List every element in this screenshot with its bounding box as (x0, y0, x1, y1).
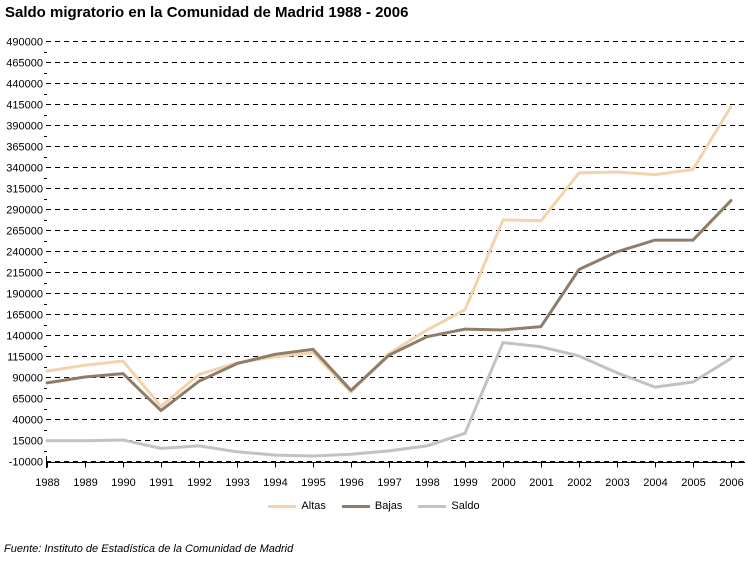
svg-text:315000: 315000 (6, 184, 43, 196)
gridlines (46, 41, 745, 462)
svg-text:1995: 1995 (301, 477, 325, 489)
svg-text:290000: 290000 (6, 205, 43, 217)
saldo-line (45, 341, 733, 458)
svg-text:2001: 2001 (529, 477, 553, 489)
svg-text:265000: 265000 (6, 226, 43, 238)
svg-text:490000: 490000 (6, 37, 43, 49)
svg-text:40000: 40000 (12, 415, 43, 427)
x-axis (46, 456, 745, 468)
svg-text:390000: 390000 (6, 121, 43, 133)
source-note: Fuente: Instituto de Estadística de la C… (4, 543, 294, 555)
chart-title: Saldo migratorio en la Comunidad de Madr… (5, 4, 409, 21)
altas-line (45, 105, 733, 408)
svg-text:2005: 2005 (681, 477, 705, 489)
svg-text:140000: 140000 (6, 331, 43, 343)
svg-text:-10000: -10000 (9, 457, 43, 469)
svg-text:1989: 1989 (73, 477, 97, 489)
svg-text:1992: 1992 (187, 477, 211, 489)
altas-line-swatch (268, 504, 297, 508)
legend-item-bajas: Bajas (341, 500, 403, 512)
svg-text:440000: 440000 (6, 79, 43, 91)
svg-text:1996: 1996 (339, 477, 363, 489)
svg-text:190000: 190000 (6, 289, 43, 301)
altas-legend-label: Altas (301, 500, 326, 512)
chart-canvas: 490000 465000 440000 415000 390000 365000 3400… (6, 37, 745, 489)
svg-text:340000: 340000 (6, 163, 43, 175)
legend-item-altas: Altas (268, 500, 326, 512)
svg-text:215000: 215000 (6, 268, 43, 280)
y-axis-labels: 490000 465000 440000 415000 390000 365000 3400… (6, 37, 43, 469)
svg-text:1990: 1990 (111, 477, 135, 489)
svg-text:65000: 65000 (12, 394, 43, 406)
svg-text:2004: 2004 (643, 477, 667, 489)
svg-text:1994: 1994 (263, 477, 287, 489)
svg-text:465000: 465000 (6, 58, 43, 70)
svg-text:240000: 240000 (6, 247, 43, 259)
svg-text:1999: 1999 (453, 477, 477, 489)
saldo-legend-label: Saldo (451, 500, 480, 512)
svg-text:1991: 1991 (149, 477, 173, 489)
x-axis-labels: 1988 1989 1990 1991 1992 1993 1994 1995 1996 1997… (35, 477, 743, 489)
svg-text:1988: 1988 (35, 477, 59, 489)
legend: Altas Bajas Saldo (0, 500, 748, 512)
svg-text:90000: 90000 (12, 373, 43, 385)
svg-text:1997: 1997 (377, 477, 401, 489)
plot-area: 490000 465000 440000 415000 390000 365000 3400… (6, 37, 745, 489)
svg-text:2002: 2002 (567, 477, 591, 489)
svg-text:1993: 1993 (225, 477, 249, 489)
saldo-line-swatch (418, 504, 447, 508)
svg-text:2003: 2003 (605, 477, 629, 489)
svg-text:2000: 2000 (491, 477, 515, 489)
svg-text:415000: 415000 (6, 100, 43, 112)
svg-text:365000: 365000 (6, 142, 43, 154)
legend-item-saldo: Saldo (418, 500, 480, 512)
svg-text:165000: 165000 (6, 310, 43, 322)
svg-text:1998: 1998 (415, 477, 439, 489)
bajas-legend-label: Bajas (374, 500, 403, 512)
bajas-line-swatch (341, 504, 370, 508)
bajas-line (45, 199, 733, 413)
svg-text:2006: 2006 (719, 477, 743, 489)
svg-text:115000: 115000 (7, 352, 43, 364)
svg-text:15000: 15000 (12, 436, 43, 448)
y-minor-ticks (44, 52, 47, 452)
